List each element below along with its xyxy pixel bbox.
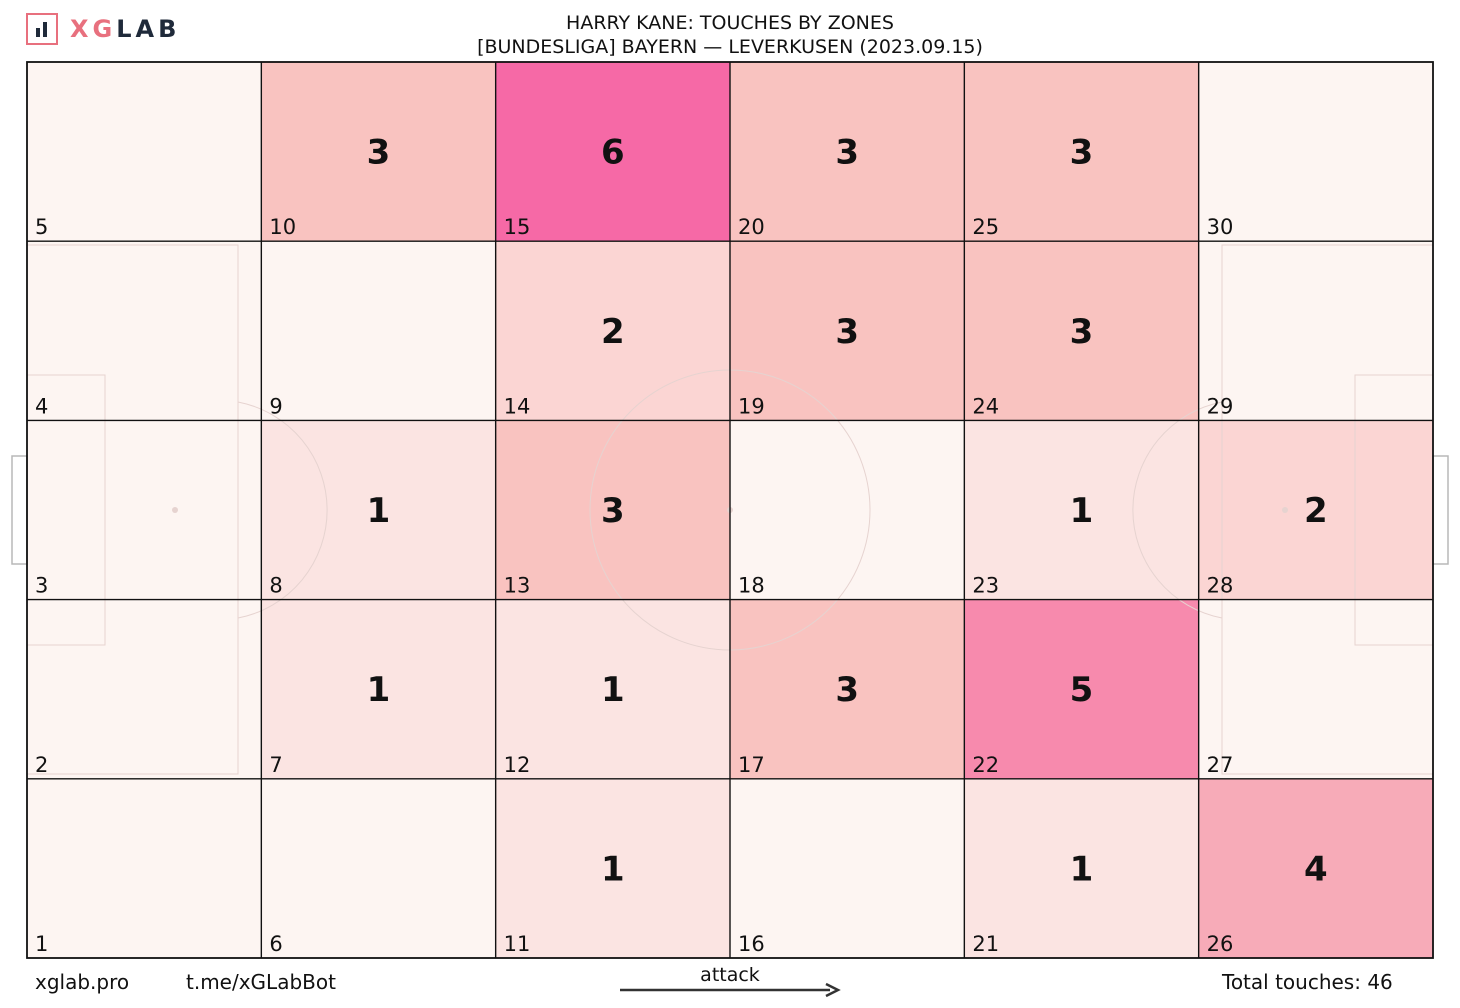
zone-cell-5 xyxy=(27,62,262,242)
zone-number: 25 xyxy=(972,215,999,239)
zone-cell-12 xyxy=(495,599,730,779)
zone-cell-30 xyxy=(1198,62,1433,242)
touch-count-label: 1 xyxy=(367,491,391,531)
zone-number: 15 xyxy=(504,215,531,239)
chart-title: HARRY KANE: TOUCHES BY ZONES xyxy=(566,12,894,34)
xglab-logo: XGLAB xyxy=(26,11,180,47)
touch-count-label: 1 xyxy=(1070,491,1094,531)
left-penalty-spot xyxy=(172,507,178,513)
touch-count-label: 3 xyxy=(1070,133,1094,173)
zone-number: 27 xyxy=(1207,753,1234,777)
zone-cell-3 xyxy=(27,420,262,600)
zone-cell-20 xyxy=(730,62,965,242)
zone-cell-19 xyxy=(730,241,965,421)
zone-cell-21 xyxy=(964,778,1199,958)
touch-count-label: 5 xyxy=(1070,670,1094,710)
touch-count-label: 3 xyxy=(835,670,859,710)
touch-count-label: 1 xyxy=(367,670,391,710)
zone-cell-16 xyxy=(730,778,965,958)
zone-cell-7 xyxy=(261,599,496,779)
zone-number: 12 xyxy=(504,753,531,777)
zone-cell-25 xyxy=(964,62,1199,242)
zone-number: 21 xyxy=(972,932,999,956)
logo-wordmark: XGLAB xyxy=(70,15,181,43)
zone-cell-10 xyxy=(261,62,496,242)
attack-label: attack xyxy=(700,964,760,986)
zone-cell-22 xyxy=(964,599,1199,779)
touch-count-label: 2 xyxy=(1304,491,1328,531)
touch-count-label: 3 xyxy=(1070,312,1094,352)
zone-cell-6 xyxy=(261,778,496,958)
zone-cell-13 xyxy=(495,420,730,600)
touch-count-label: 3 xyxy=(367,133,391,173)
zone-number: 26 xyxy=(1207,932,1234,956)
zone-number: 9 xyxy=(269,394,282,418)
zone-number: 11 xyxy=(504,932,531,956)
touch-count-label: 1 xyxy=(601,849,625,889)
touch-count-label: 6 xyxy=(601,133,625,173)
zone-cell-26 xyxy=(1198,778,1433,958)
left-goal xyxy=(11,455,28,565)
touch-count-label: 4 xyxy=(1304,849,1328,889)
zone-number: 10 xyxy=(269,215,296,239)
zone-number: 28 xyxy=(1207,574,1234,598)
zone-number: 3 xyxy=(35,574,48,598)
zone-cell-14 xyxy=(495,241,730,421)
zone-cell-24 xyxy=(964,241,1199,421)
zone-number: 17 xyxy=(738,753,765,777)
zone-number: 2 xyxy=(35,753,48,777)
touch-count-label: 3 xyxy=(601,491,625,531)
right-goal xyxy=(1432,455,1449,565)
zone-cell-15 xyxy=(495,62,730,242)
zone-cell-1 xyxy=(27,778,262,958)
zone-cell-27 xyxy=(1198,599,1433,779)
zone-number: 13 xyxy=(504,574,531,598)
zone-number: 1 xyxy=(35,932,48,956)
zone-number: 16 xyxy=(738,932,765,956)
zone-number: 20 xyxy=(738,215,765,239)
touch-count-label: 3 xyxy=(835,133,859,173)
touch-count-label: 1 xyxy=(601,670,625,710)
footer-site: xglab.pro xyxy=(35,970,130,994)
zone-number: 14 xyxy=(504,394,531,418)
zone-cell-23 xyxy=(964,420,1199,600)
footer-bot: t.me/xGLabBot xyxy=(186,970,336,994)
left-penalty-arc xyxy=(237,401,328,619)
zone-number: 5 xyxy=(35,215,48,239)
zone-cell-8 xyxy=(261,420,496,600)
zone-number: 24 xyxy=(972,394,999,418)
zone-cell-28 xyxy=(1198,420,1433,600)
right-penalty-arc xyxy=(1132,401,1223,619)
zone-number: 30 xyxy=(1207,215,1234,239)
touch-count-label: 2 xyxy=(601,312,625,352)
zone-number: 6 xyxy=(269,932,282,956)
total-touches: Total touches: 46 xyxy=(1222,970,1393,994)
touch-count-label: 1 xyxy=(1070,849,1094,889)
zone-number: 29 xyxy=(1207,394,1234,418)
zone-number: 22 xyxy=(972,753,999,777)
zone-number: 19 xyxy=(738,394,765,418)
zone-number: 23 xyxy=(972,574,999,598)
zone-cell-9 xyxy=(261,241,496,421)
zone-cell-11 xyxy=(495,778,730,958)
bar-chart-icon xyxy=(26,13,58,45)
zone-cell-17 xyxy=(730,599,965,779)
zone-number: 18 xyxy=(738,574,765,598)
zone-cell-29 xyxy=(1198,241,1433,421)
zone-cell-18 xyxy=(730,420,965,600)
arrow-right-icon xyxy=(825,982,841,998)
zone-cell-4 xyxy=(27,241,262,421)
zone-number: 4 xyxy=(35,394,48,418)
touch-count-label: 3 xyxy=(835,312,859,352)
zone-cell-2 xyxy=(27,599,262,779)
pitch-border xyxy=(26,61,1434,959)
right-penalty-spot xyxy=(1282,507,1288,513)
zone-number: 8 xyxy=(269,574,282,598)
chart-subtitle: [BUNDESLIGA] BAYERN — LEVERKUSEN (2023.0… xyxy=(477,36,983,58)
zone-number: 7 xyxy=(269,753,282,777)
